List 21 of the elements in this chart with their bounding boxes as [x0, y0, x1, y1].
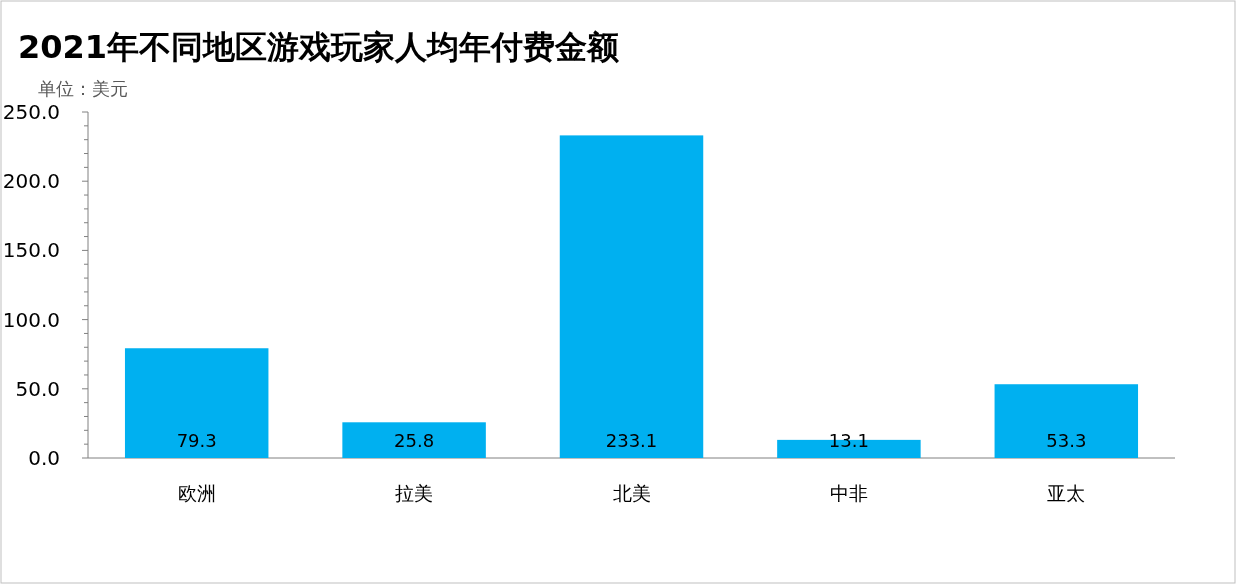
y-tick-label: 0.0	[28, 446, 60, 470]
x-tick-label: 拉美	[395, 482, 434, 504]
bar	[994, 384, 1139, 458]
y-tick-label: 50.0	[15, 376, 60, 401]
data-label: 53.3	[1046, 430, 1087, 451]
x-tick-label: 亚太	[1047, 482, 1086, 504]
bar	[559, 135, 704, 458]
y-tick-label: 100.0	[2, 307, 60, 332]
data-label: 25.8	[394, 430, 435, 451]
data-label: 233.1	[605, 430, 658, 451]
data-label: 79.3	[176, 430, 217, 451]
y-tick-label: 250.0	[2, 100, 60, 124]
y-tick-label: 150.0	[2, 238, 60, 263]
x-tick-label: 欧洲	[177, 482, 216, 504]
y-tick-label: 200.0	[2, 169, 60, 194]
y-axis-title: 单位：美元	[38, 78, 128, 99]
x-tick-label: 中非	[829, 482, 868, 504]
bar	[124, 348, 269, 458]
x-tick-label: 北美	[612, 482, 651, 504]
bar	[342, 422, 486, 458]
chart-title: 2021年不同地区游戏玩家人均年付费金额	[18, 28, 620, 66]
